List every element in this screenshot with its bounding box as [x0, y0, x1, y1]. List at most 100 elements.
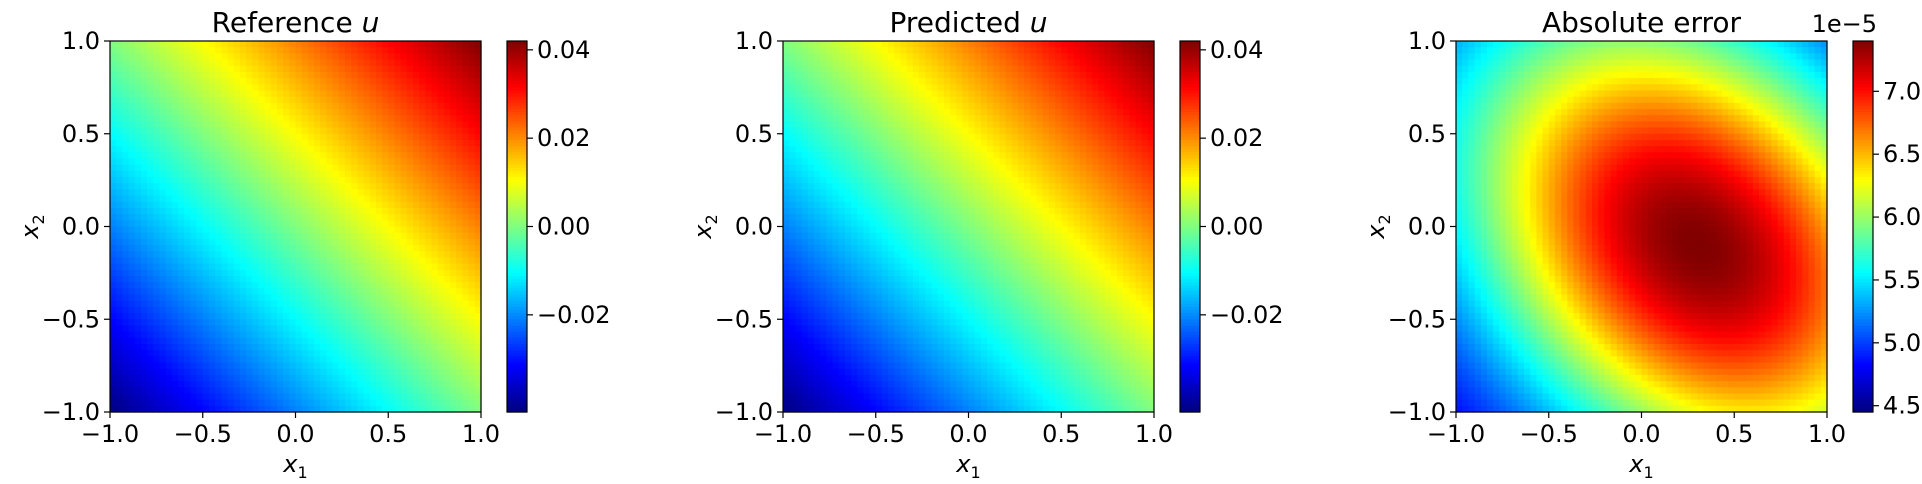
heatmap-cell — [1017, 146, 1025, 153]
heatmap-cell — [956, 158, 963, 166]
heatmap-cell — [456, 245, 464, 252]
heatmap-cell — [159, 115, 167, 122]
heatmap-cell — [246, 313, 253, 320]
y-tick-label: −1.0 — [42, 398, 100, 426]
heatmap-cell — [1036, 109, 1044, 116]
heatmap-cell — [332, 170, 340, 178]
heatmap-cell — [128, 109, 136, 116]
heatmap-cell — [820, 71, 827, 79]
heatmap-cell — [412, 115, 420, 122]
heatmap-cell — [165, 59, 173, 67]
heatmap-cell — [276, 71, 284, 79]
heatmap-cell — [1005, 84, 1013, 92]
heatmap-cell — [190, 152, 198, 160]
heatmap-cell — [1061, 41, 1069, 48]
heatmap-cell — [425, 356, 433, 364]
heatmap-cell — [140, 207, 148, 215]
heatmap-cell — [239, 152, 247, 160]
heatmap-cell — [246, 288, 253, 296]
heatmap-cell — [919, 121, 926, 129]
heatmap-cell — [394, 343, 402, 351]
heatmap-cell — [208, 53, 216, 61]
heatmap-cell — [369, 245, 377, 252]
colorbar-segment — [507, 248, 527, 252]
heatmap-cell — [320, 84, 328, 92]
heatmap-cell — [394, 387, 402, 395]
heatmap-cell — [270, 152, 278, 160]
heatmap-cell — [363, 238, 371, 246]
heatmap-cell — [1123, 121, 1130, 129]
heatmap-cell — [450, 319, 457, 327]
heatmap-cell — [394, 96, 402, 104]
heatmap-cell — [307, 201, 315, 209]
heatmap-cell — [937, 109, 945, 116]
heatmap-cell — [122, 195, 130, 203]
heatmap-cell — [153, 350, 161, 357]
heatmap-cell — [239, 189, 247, 197]
heatmap-cell — [332, 331, 340, 339]
heatmap-cell — [462, 337, 470, 345]
heatmap-cell — [1024, 139, 1031, 147]
heatmap-cell — [993, 96, 1001, 104]
heatmap-cell — [208, 195, 216, 203]
heatmap-cell — [993, 152, 1001, 160]
heatmap-cell — [844, 152, 852, 160]
heatmap-cell — [375, 207, 383, 215]
heatmap-cell — [412, 59, 420, 67]
heatmap-cell — [270, 115, 278, 122]
heatmap-cell — [332, 152, 340, 160]
heatmap-cell — [326, 59, 334, 67]
heatmap-cell — [171, 170, 179, 178]
heatmap-cell — [140, 356, 148, 364]
heatmap-cell — [289, 220, 297, 228]
heatmap-cell — [1030, 139, 1038, 147]
heatmap-cell — [239, 133, 247, 141]
heatmap-cell — [215, 306, 222, 314]
heatmap-cell — [239, 232, 247, 240]
heatmap-cell — [276, 294, 284, 302]
heatmap-cell — [1048, 121, 1056, 129]
heatmap-cell — [462, 220, 470, 228]
heatmap-cell — [419, 381, 426, 388]
heatmap-cell — [462, 362, 470, 370]
heatmap-cell — [1147, 90, 1155, 98]
heatmap-cell — [351, 183, 358, 190]
heatmap-cell — [320, 294, 328, 302]
heatmap-cell — [394, 331, 402, 339]
heatmap-cell — [1067, 47, 1075, 54]
heatmap-cell — [171, 319, 179, 327]
heatmap-cell — [184, 146, 191, 153]
heatmap-cell — [344, 393, 352, 401]
heatmap-cell — [276, 405, 284, 413]
heatmap-cell — [252, 214, 259, 221]
heatmap-cell — [789, 109, 796, 116]
heatmap-cell — [456, 47, 464, 54]
heatmap-cell — [443, 282, 451, 289]
heatmap-cell — [844, 133, 852, 141]
heatmap-cell — [227, 183, 235, 190]
heatmap-cell — [1030, 146, 1038, 153]
heatmap-cell — [196, 387, 204, 395]
heatmap-cell — [147, 214, 154, 221]
heatmap-cell — [171, 387, 179, 395]
heatmap-cell — [419, 207, 426, 215]
heatmap-cell — [943, 133, 951, 141]
heatmap-cell — [875, 78, 883, 85]
heatmap-cell — [1067, 152, 1075, 160]
heatmap-cell — [338, 78, 346, 85]
heatmap-cell — [400, 139, 408, 147]
heatmap-cell — [468, 214, 476, 221]
heatmap-cell — [1036, 139, 1044, 147]
heatmap-cell — [165, 139, 173, 147]
heatmap-cell — [1042, 53, 1050, 61]
heatmap-cell — [931, 53, 939, 61]
heatmap-cell — [307, 53, 315, 61]
heatmap-cell — [400, 387, 408, 395]
heatmap-cell — [153, 201, 161, 209]
heatmap-cell — [888, 96, 895, 104]
heatmap-cell — [369, 257, 377, 265]
heatmap-cell — [1024, 96, 1031, 104]
heatmap-cell — [406, 201, 414, 209]
heatmap-cell — [431, 207, 439, 215]
heatmap-cell — [326, 387, 334, 395]
